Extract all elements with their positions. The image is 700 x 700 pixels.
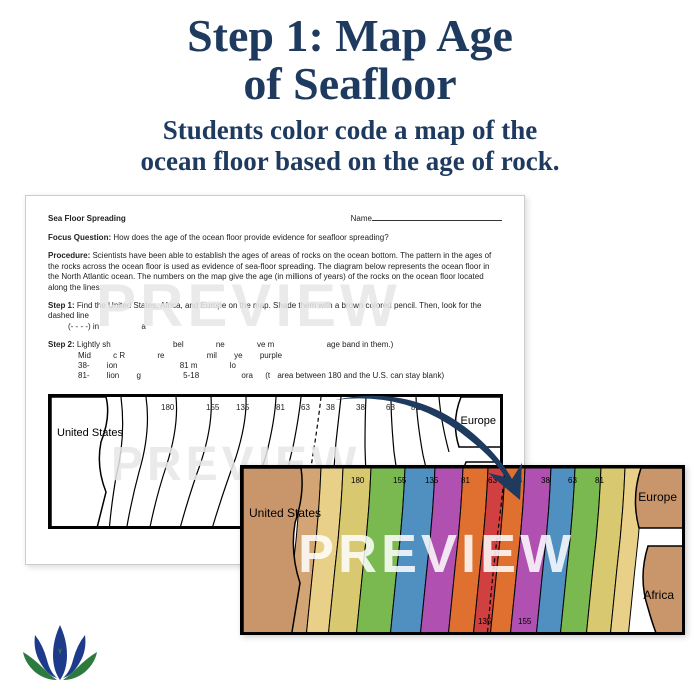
label-us-1: United States [57, 427, 123, 439]
subtitle-line-2: ocean floor based on the age of rock. [20, 146, 680, 177]
arrow-icon [320, 385, 540, 505]
worksheet-title: Sea Floor Spreading [48, 214, 126, 223]
name-field: Name [351, 214, 502, 223]
title-line-1: Step 1: Map Age [0, 12, 700, 60]
lotus-logo-icon [15, 610, 105, 690]
worksheet-header: Sea Floor Spreading Name [48, 214, 502, 223]
subtitle-line-1: Students color code a map of the [20, 115, 680, 146]
label-africa: Africa [643, 588, 674, 602]
label-us-2: United States [249, 506, 321, 520]
focus-question: Focus Question: How does the age of the … [48, 233, 502, 243]
step2: Step 2: Lightly sh bel ne ve m age band … [48, 340, 502, 382]
main-title: Step 1: Map Age of Seafloor [0, 0, 700, 109]
subtitle: Students color code a map of the ocean f… [0, 109, 700, 177]
step1: Step 1: Find the United States, Africa, … [48, 301, 502, 332]
label-europe-2: Europe [638, 490, 677, 504]
procedure: Procedure: Scientists have been able to … [48, 251, 502, 293]
title-line-2: of Seafloor [0, 60, 700, 108]
